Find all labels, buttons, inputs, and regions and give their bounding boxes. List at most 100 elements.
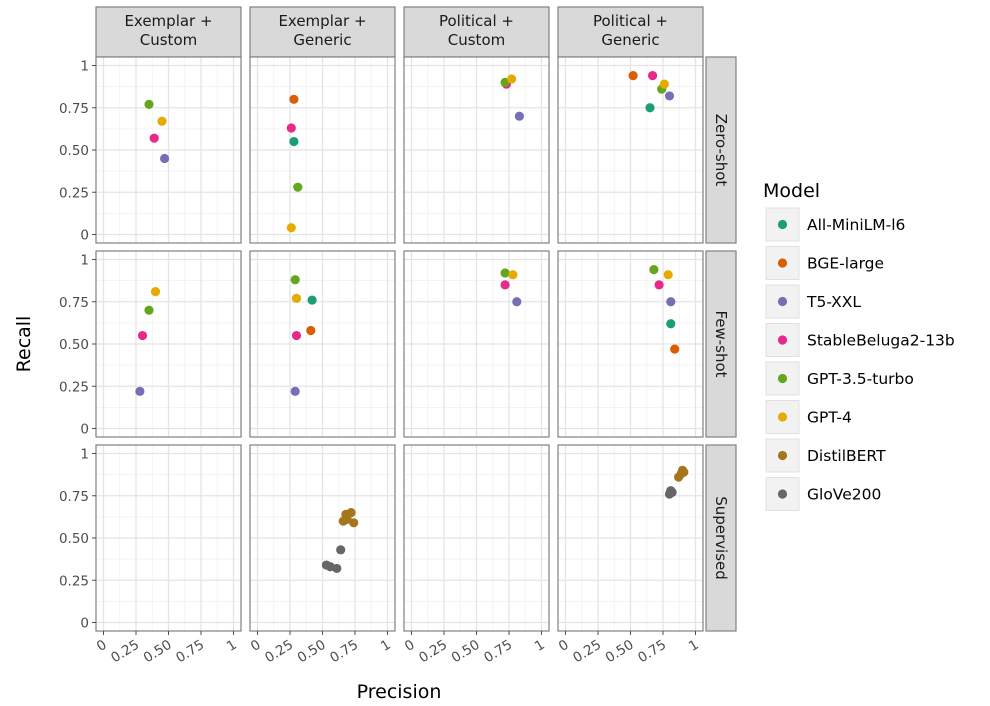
- data-point: [290, 386, 300, 396]
- column-strip-label: Exemplar +: [124, 12, 212, 30]
- panel: [557, 250, 704, 438]
- legend-label: BGE-large: [807, 255, 884, 273]
- x-tick-label: 0.25: [570, 637, 604, 666]
- legend-label: StableBeluga2-13b: [807, 332, 955, 350]
- data-point: [648, 71, 658, 81]
- data-point: [346, 508, 356, 518]
- legend-item: GloVe200: [765, 477, 881, 511]
- x-tick-label: 1: [378, 637, 394, 655]
- legend-marker: [777, 258, 788, 268]
- legend-label: T5-XXL: [806, 293, 861, 311]
- legend-marker: [777, 219, 788, 230]
- legend-marker: [777, 296, 788, 307]
- panel: [557, 56, 704, 244]
- data-point: [290, 275, 300, 285]
- data-point: [659, 79, 669, 89]
- x-tick-label: 0.25: [262, 637, 296, 666]
- data-point: [149, 133, 159, 143]
- x-tick-label: 0.50: [141, 637, 175, 666]
- data-point: [500, 268, 510, 278]
- y-tick-label: 0: [80, 422, 89, 438]
- data-point: [679, 467, 689, 477]
- panel-border: [557, 56, 704, 244]
- data-point: [342, 514, 352, 525]
- data-point: [666, 319, 676, 329]
- y-tick-label: 1: [80, 59, 89, 75]
- x-tick-label: 0.50: [449, 637, 483, 666]
- y-tick-label: 1: [80, 447, 89, 463]
- column-strip: [557, 6, 704, 58]
- panel: [95, 250, 242, 438]
- data-point: [336, 545, 346, 555]
- legend-label: DistilBERT: [807, 447, 886, 465]
- legend-label: GPT-4: [807, 409, 852, 427]
- legend-marker: [777, 489, 788, 499]
- legend-label: GloVe200: [807, 486, 881, 504]
- column-strip-label: Generic: [601, 31, 659, 49]
- data-point: [332, 563, 342, 574]
- data-point: [664, 91, 675, 101]
- data-point: [645, 103, 655, 113]
- data-point: [157, 116, 167, 126]
- legend-item: T5-XXL: [765, 284, 861, 319]
- data-point: [289, 94, 299, 104]
- row-strip-label: Few-shot: [712, 310, 730, 377]
- x-tick-label: 0.75: [327, 637, 361, 666]
- legend-marker: [777, 335, 788, 345]
- x-tick-label: 1: [532, 637, 548, 655]
- data-points: [135, 71, 689, 574]
- column-strip-label: Exemplar +: [278, 12, 366, 30]
- data-point: [291, 293, 302, 303]
- data-point: [289, 136, 299, 147]
- data-point: [150, 287, 161, 297]
- x-axis-title: Precision: [357, 681, 442, 703]
- panel: [403, 250, 550, 438]
- panel: [403, 56, 550, 244]
- y-tick-label: 0: [80, 228, 89, 244]
- row-strip-label: Zero-shot: [712, 114, 730, 187]
- row-strip-label: Supervised: [712, 496, 730, 580]
- legend-item: StableBeluga2-13b: [765, 323, 955, 357]
- panel: [249, 56, 396, 244]
- data-point: [306, 325, 316, 336]
- legend-label: All-MiniLM-l6: [807, 216, 905, 234]
- data-point: [663, 270, 673, 280]
- data-point: [291, 330, 302, 341]
- y-tick-label: 0.25: [59, 573, 89, 589]
- column-strip: [249, 6, 396, 58]
- data-point: [670, 344, 680, 354]
- panel-border: [403, 56, 550, 244]
- data-point: [500, 280, 510, 290]
- legend: Model All-MiniLM-l6 BGE-large T5-XXL Stable…: [763, 180, 955, 511]
- data-point: [160, 153, 170, 164]
- data-point: [144, 305, 154, 315]
- column-strip-label: Political +: [593, 12, 668, 30]
- column-strip: [403, 6, 550, 58]
- row-strip: [705, 250, 737, 438]
- x-tick-label: 0.50: [295, 637, 329, 666]
- data-point: [137, 330, 148, 341]
- column-strip: [95, 6, 242, 58]
- y-tick-label: 0.50: [59, 143, 89, 159]
- panel: [403, 444, 550, 632]
- data-point: [508, 270, 518, 280]
- legend-item: BGE-large: [765, 246, 884, 280]
- panel-border: [249, 56, 396, 244]
- panel-border: [249, 250, 396, 438]
- x-tick-label: 1: [686, 637, 702, 655]
- y-tick-label: 0.25: [59, 185, 89, 201]
- y-tick-label: 0: [80, 616, 89, 632]
- y-tick-label: 0.75: [59, 101, 89, 117]
- x-tick-label: 0.25: [108, 637, 142, 666]
- y-axis: 0 0.25 0.50 0.75 1 0 0.25 0.50 0.75 1 0 0.25 0.50 0.7…: [59, 59, 96, 632]
- data-point: [666, 297, 676, 307]
- panel: [95, 56, 242, 244]
- legend-marker: [777, 412, 788, 422]
- data-point: [667, 487, 677, 497]
- x-tick-label: 0.75: [635, 637, 669, 666]
- y-axis-title: Recall: [13, 316, 35, 373]
- legend-item: All-MiniLM-l6: [765, 207, 905, 242]
- legend-item: GPT-4: [765, 400, 852, 434]
